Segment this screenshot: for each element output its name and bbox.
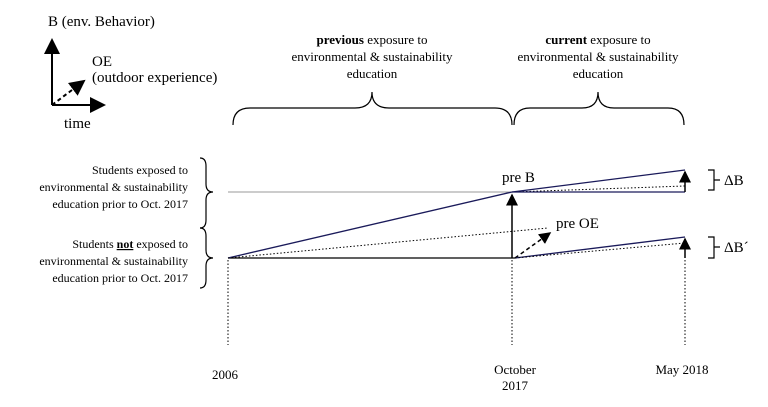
annotation: pre B	[502, 170, 535, 186]
text: exposure to	[587, 32, 651, 47]
time-label: October	[494, 362, 537, 377]
period-label: environmental & sustainability	[291, 49, 453, 64]
bold-word: not	[117, 237, 134, 251]
time-label: 2006	[212, 367, 239, 382]
legend	[44, 38, 106, 113]
period-label: current exposure to	[545, 32, 650, 47]
trend-line	[514, 236, 686, 259]
arrow	[514, 232, 552, 259]
period-label: environmental & sustainability	[517, 49, 679, 64]
legend-label: (outdoor experience)	[92, 70, 217, 86]
text: exposed to	[133, 237, 188, 251]
legend-label: OE	[92, 54, 112, 70]
group-label: environmental & sustainability	[39, 254, 188, 268]
trend-line	[511, 169, 686, 193]
period-label: education	[573, 66, 624, 81]
brace	[199, 227, 214, 289]
trend-line	[514, 242, 686, 259]
group-label: education prior to Oct. 2017	[52, 197, 188, 211]
bracket	[708, 236, 720, 259]
bold-word: current	[545, 32, 587, 47]
annotation: pre OE	[556, 216, 599, 232]
annotation: ΔB	[724, 173, 744, 189]
period-label: education	[347, 66, 398, 81]
group-label: Students exposed to	[92, 163, 188, 177]
diagram-lines	[227, 169, 691, 345]
trend-line	[511, 185, 686, 193]
text: Students	[72, 237, 116, 251]
trend-line	[227, 227, 549, 259]
legend-label: B (env. Behavior)	[48, 14, 155, 30]
legend-axis	[51, 79, 86, 106]
braces	[199, 91, 720, 289]
group-label: environmental & sustainability	[39, 180, 188, 194]
group-label: Students not exposed to	[72, 237, 188, 251]
brace	[513, 91, 685, 126]
bold-word: previous	[317, 32, 364, 47]
trend-line	[227, 191, 513, 259]
group-label: education prior to Oct. 2017	[52, 271, 188, 285]
time-label: May 2018	[655, 362, 708, 377]
text: exposure to	[364, 32, 428, 47]
brace	[199, 157, 214, 229]
brace	[232, 91, 513, 126]
bracket	[708, 169, 720, 191]
legend-label: time	[64, 116, 91, 132]
time-label: 2017	[502, 378, 529, 393]
period-label: previous exposure to	[317, 32, 428, 47]
annotation: ΔB´	[724, 240, 749, 256]
